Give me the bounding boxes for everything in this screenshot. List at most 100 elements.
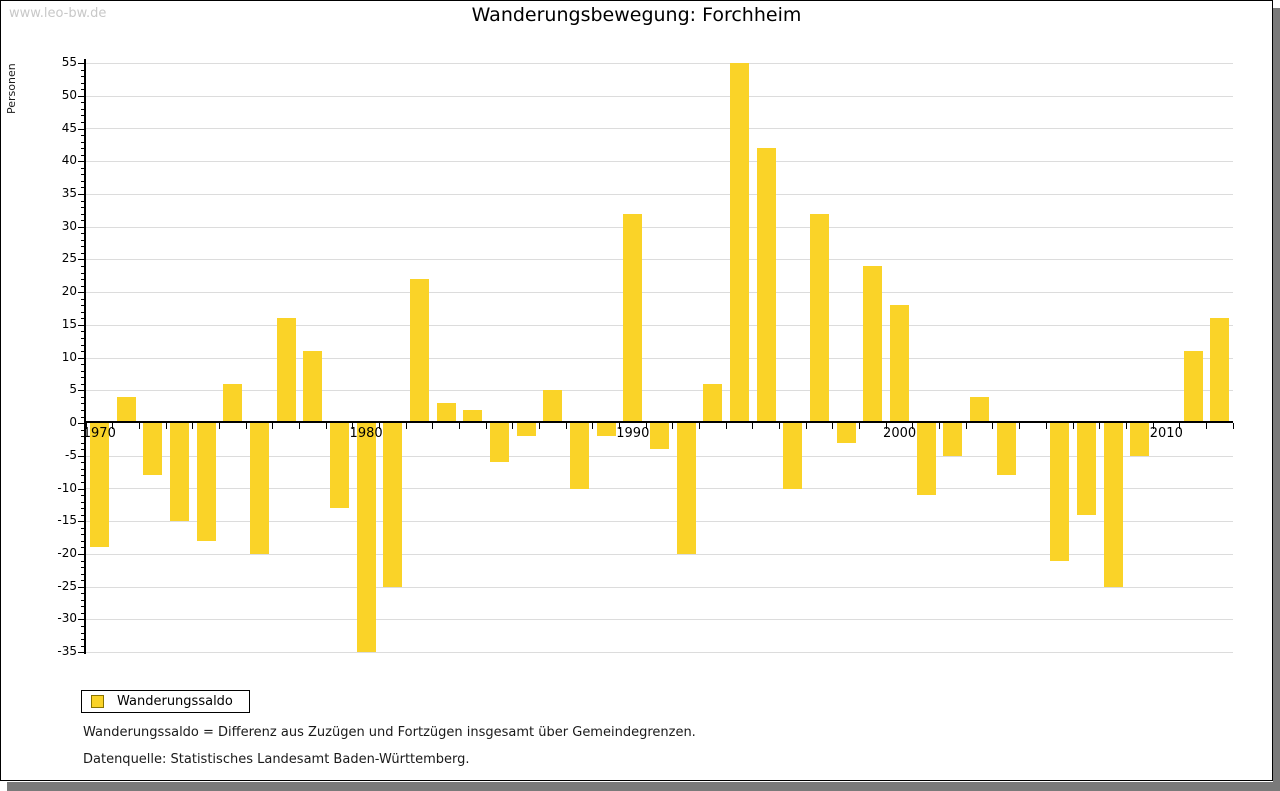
x-tick-10: [352, 423, 354, 429]
gridline-55: [86, 63, 1233, 64]
x-tick-7: [272, 423, 274, 429]
y-axis-label-35: 35: [61, 185, 77, 200]
bar-1970: [89, 423, 109, 548]
bar-2012: [1210, 318, 1230, 423]
bar-1998: [836, 423, 856, 443]
x-tick-35: [1019, 423, 1021, 429]
y-tick--15: [78, 521, 84, 523]
y-axis-label-0: 0: [69, 415, 77, 429]
chart-title: Wanderungsbewegung: Forchheim: [471, 4, 802, 26]
y-tick-54: [81, 69, 84, 71]
bar-1975: [223, 383, 243, 423]
y-tick-3: [81, 403, 84, 405]
window-shadow-bottom: [7, 782, 1273, 791]
x-tick-37: [1072, 423, 1074, 429]
x-tick-11: [378, 423, 380, 429]
y-tick-42: [81, 148, 84, 150]
gridline--35: [86, 652, 1233, 654]
x-tick-21: [645, 423, 647, 429]
y-tick-27: [81, 246, 84, 248]
y-tick-17: [81, 311, 84, 313]
x-tick-13: [432, 423, 434, 429]
x-tick-29: [859, 423, 861, 429]
y-tick--25: [78, 586, 84, 588]
x-axis-label-1990: 1990: [616, 426, 650, 441]
y-tick--33: [81, 639, 84, 640]
bar-1996: [783, 423, 803, 489]
y-axis-label-30: 30: [61, 218, 77, 233]
bar-2000: [890, 305, 910, 423]
y-axis-label--30: -30: [57, 611, 77, 626]
x-tick-18: [565, 423, 567, 429]
bar-1981: [383, 423, 403, 587]
y-tick-36: [81, 187, 84, 189]
y-tick--7: [81, 468, 84, 470]
bar-1974: [196, 423, 216, 541]
y-tick--22: [81, 567, 84, 568]
gridline-10: [86, 357, 1233, 359]
x-tick-26: [779, 423, 780, 429]
bar-1983: [436, 403, 456, 423]
y-axis-label-55: 55: [61, 55, 77, 69]
y-tick--29: [81, 612, 84, 614]
bar-1988: [570, 423, 589, 489]
y-tick--5: [78, 455, 84, 457]
gridline-40: [86, 161, 1233, 163]
gridline-25: [86, 259, 1233, 261]
gridline-50: [86, 95, 1233, 97]
y-tick-11: [81, 351, 84, 352]
bar-2008: [1103, 423, 1123, 587]
x-tick-12: [405, 423, 407, 429]
y-tick-19: [81, 298, 84, 300]
bar-2003: [970, 396, 990, 423]
y-tick--8: [81, 475, 84, 477]
window-shadow-right: [1273, 8, 1280, 791]
legend: Wanderungssaldo: [81, 690, 250, 713]
y-tick-43: [81, 141, 84, 143]
bar-2009: [1130, 423, 1150, 456]
bar-2004: [996, 423, 1016, 476]
y-tick-34: [81, 200, 84, 202]
y-axis-label--25: -25: [57, 578, 77, 593]
bar-2001: [916, 423, 936, 495]
y-tick--26: [81, 593, 84, 595]
y-tick-48: [81, 108, 84, 110]
bar-1973: [169, 423, 189, 522]
y-tick--23: [81, 573, 84, 575]
y-tick-26: [81, 252, 84, 254]
x-tick-17: [539, 423, 540, 429]
y-tick--9: [81, 481, 84, 483]
bar-1977: [276, 318, 296, 423]
y-tick--18: [81, 540, 84, 542]
x-tick-14: [458, 423, 460, 429]
bar-1985: [490, 423, 509, 463]
y-tick-1: [81, 416, 84, 418]
bar-1993: [703, 383, 723, 423]
y-tick--17: [81, 534, 84, 536]
x-tick-28: [832, 423, 834, 429]
y-tick-28: [81, 239, 84, 241]
plot-area: -35 -30 -25 -20 -15 -10 -5 0 5 10 15 20 25 30 35 40 45 50…: [1, 1, 1272, 681]
y-tick--27: [81, 599, 84, 601]
y-tick-22: [81, 279, 84, 280]
y-tick-44: [81, 135, 84, 136]
y-tick-39: [81, 167, 84, 169]
y-tick-23: [81, 272, 84, 274]
y-tick-30: [78, 226, 84, 228]
gridline--25: [86, 586, 1233, 588]
y-axis-label--15: -15: [57, 513, 77, 528]
bar-1987: [543, 390, 563, 423]
y-tick--14: [81, 514, 84, 516]
y-tick-24: [81, 265, 84, 267]
bar-1991: [650, 423, 669, 450]
y-tick--32: [81, 632, 84, 634]
x-tick-15: [485, 423, 487, 429]
gridline-35: [86, 193, 1233, 195]
x-tick-38: [1099, 423, 1101, 429]
x-tick-23: [699, 423, 700, 429]
y-tick--30: [78, 619, 84, 621]
y-tick--16: [81, 527, 84, 529]
y-tick-45: [78, 128, 84, 130]
x-tick-3: [165, 423, 167, 429]
